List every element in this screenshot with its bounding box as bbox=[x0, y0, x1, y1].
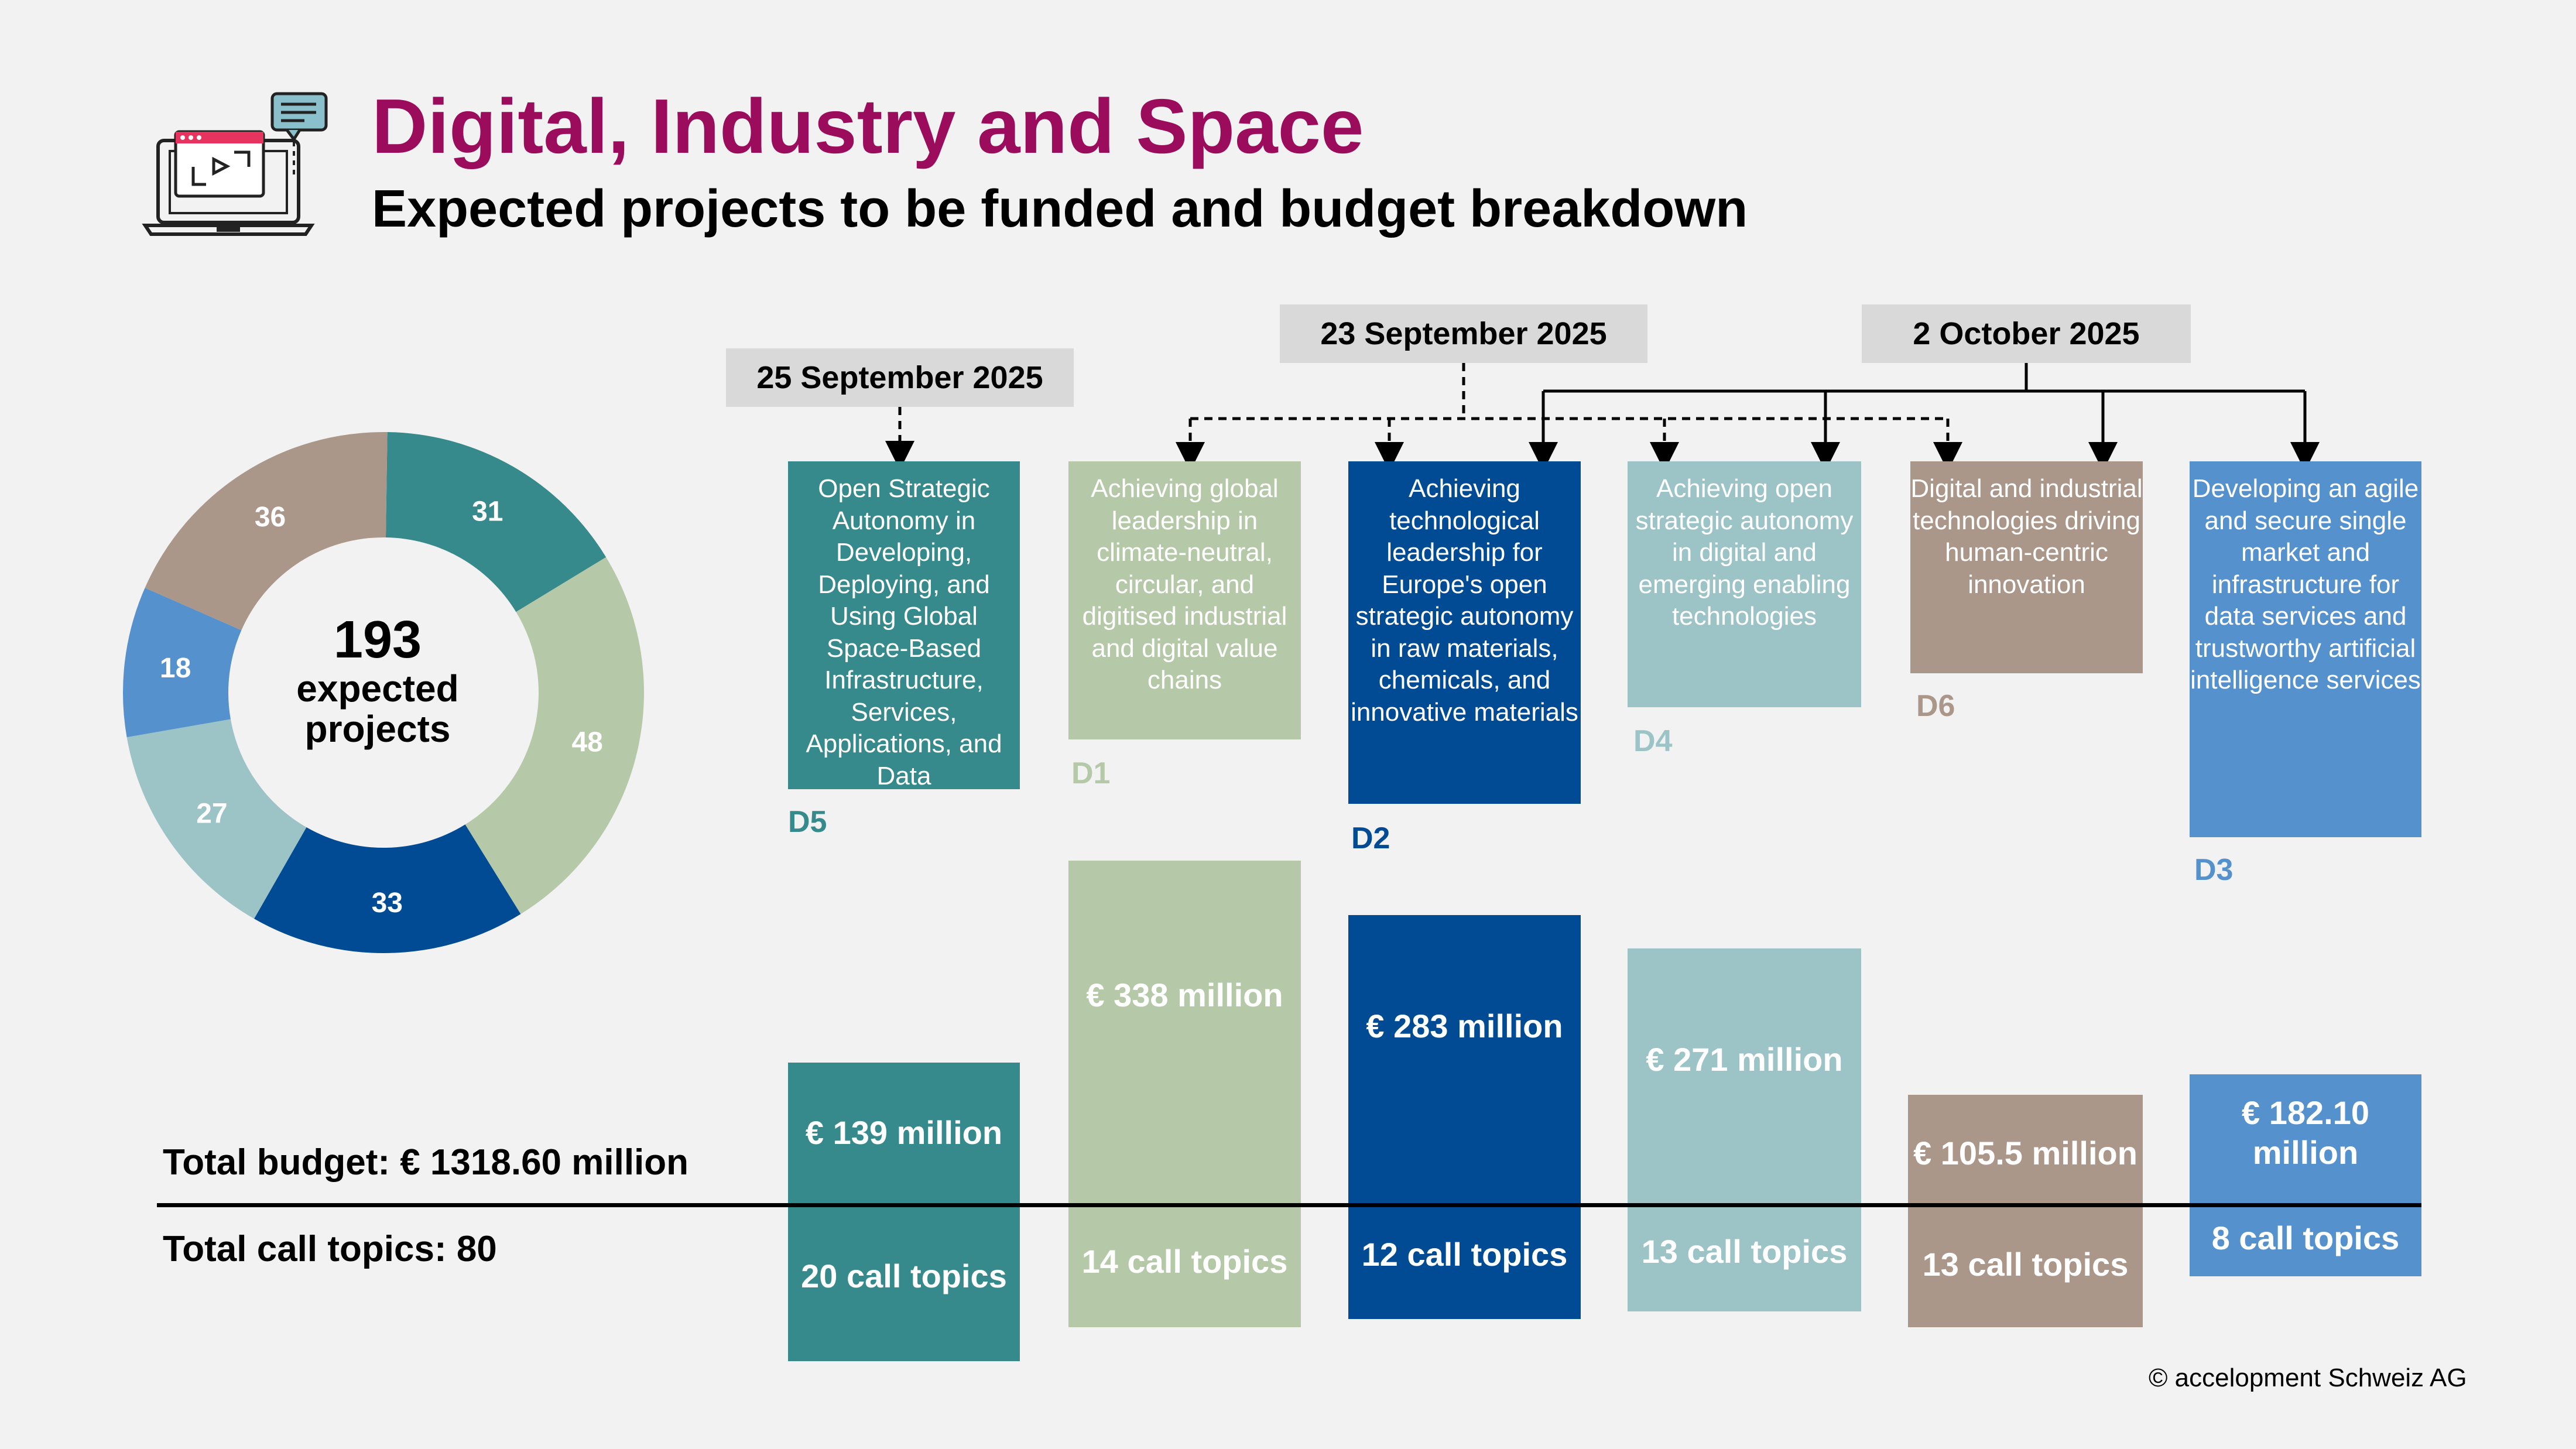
budget-label-d1: € 338 million bbox=[1086, 976, 1283, 1013]
dest-code-d4: D4 bbox=[1633, 724, 1673, 758]
donut-slice-d5 bbox=[122, 588, 242, 738]
donut-total-label: expected projects bbox=[296, 667, 459, 751]
dest-desc-d6: Digital and industrial technologies driv… bbox=[1910, 461, 2143, 673]
date-box-sep23: 23 September 2025 bbox=[1280, 304, 1647, 363]
dest-code-d2: D2 bbox=[1351, 821, 1390, 855]
budget-label-d3: € 182.10 million bbox=[2242, 1094, 2369, 1171]
dest-code-d3: D3 bbox=[2194, 853, 2234, 887]
dest-code-d1: D1 bbox=[1071, 756, 1111, 790]
budget-label-d4: € 271 million bbox=[1646, 1040, 1843, 1078]
donut-value-d6: 36 bbox=[255, 502, 286, 533]
dest-desc-d5: Open Strategic Autonomy in Developing, D… bbox=[788, 461, 1020, 790]
budget-bar-d4: € 271 million 13 call topics bbox=[1628, 948, 1861, 1311]
dest-code-d5: D5 bbox=[788, 805, 827, 839]
donut-slice-d4 bbox=[126, 719, 307, 919]
total-budget: Total budget: € 1318.60 million bbox=[163, 1142, 689, 1183]
date-box-sep25: 25 September 2025 bbox=[726, 348, 1074, 407]
dest-desc-d1: Achieving global leadership in climate-n… bbox=[1068, 461, 1301, 739]
page-subtitle: Expected projects to be funded and budge… bbox=[372, 180, 1748, 238]
total-call-topics: Total call topics: 80 bbox=[163, 1229, 497, 1269]
donut-value-d2: 31 bbox=[472, 496, 503, 527]
copyright-notice: © accelopment Schweiz AG bbox=[2149, 1364, 2467, 1392]
budget-label-d6: € 105.5 million bbox=[1913, 1134, 2137, 1171]
donut-slice-d3 bbox=[254, 824, 521, 953]
dest-desc-d4: Achieving open strategic autonomy in dig… bbox=[1628, 461, 1861, 707]
baseline-divider bbox=[157, 1203, 2421, 1207]
dest-desc-d3: Developing an agile and secure single ma… bbox=[2190, 461, 2421, 837]
budget-bar-d1: € 338 million 14 call topics bbox=[1068, 861, 1301, 1327]
laptop-chat-icon bbox=[142, 92, 328, 236]
budget-bar-d2: € 283 million 12 call topics bbox=[1348, 915, 1581, 1319]
donut-slice-d2 bbox=[385, 432, 607, 612]
topics-label-d1: 14 call topics bbox=[1081, 1242, 1288, 1280]
donut-value-d4: 27 bbox=[196, 799, 227, 830]
budget-bar-d3: € 182.10 million 8 call topics bbox=[2190, 1074, 2421, 1276]
budget-bar-d6: € 105.5 million 13 call topics bbox=[1908, 1095, 2143, 1327]
date-box-oct2: 2 October 2025 bbox=[1862, 304, 2191, 363]
dest-code-d6: D6 bbox=[1916, 689, 1955, 723]
page-title: Digital, Industry and Space bbox=[372, 83, 1364, 169]
topics-label-d4: 13 call topics bbox=[1641, 1232, 1848, 1270]
topics-label-d6: 13 call topics bbox=[1922, 1245, 2129, 1283]
connector-sep23 bbox=[1176, 363, 1962, 471]
budget-bar-d5: € 139 million 20 call topics bbox=[788, 1063, 1020, 1361]
donut-slice-d1 bbox=[465, 557, 644, 914]
donut-total-value: 193 bbox=[333, 611, 422, 669]
donut-value-d5: 18 bbox=[160, 653, 191, 684]
donut-chart: 31 48 33 27 18 36 bbox=[122, 432, 644, 953]
budget-label-d5: € 139 million bbox=[805, 1114, 1003, 1151]
donut-value-d3: 33 bbox=[372, 888, 403, 919]
budget-label-d2: € 283 million bbox=[1366, 1007, 1563, 1044]
connector-oct2 bbox=[1529, 363, 2320, 471]
donut-slice-d6 bbox=[145, 432, 388, 631]
topics-label-d2: 12 call topics bbox=[1361, 1235, 1568, 1273]
topics-label-d3: 8 call topics bbox=[2211, 1219, 2400, 1256]
topics-label-d5: 20 call topics bbox=[801, 1257, 1007, 1294]
donut-center: 193 expected projects bbox=[252, 611, 503, 751]
dest-desc-d2: Achieving technological leadership for E… bbox=[1348, 461, 1581, 804]
donut-value-d1: 48 bbox=[571, 727, 602, 758]
